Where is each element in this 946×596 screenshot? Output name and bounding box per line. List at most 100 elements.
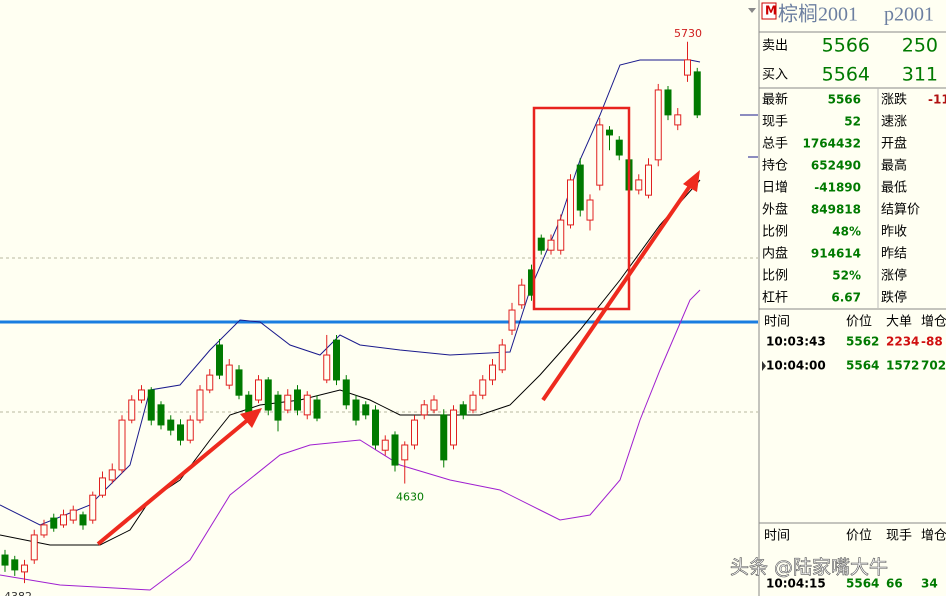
candle-body [128, 399, 136, 421]
col-header: 时间 [764, 529, 790, 544]
boll-lower [0, 289, 701, 591]
candle-body [440, 414, 448, 461]
candle-body [245, 394, 253, 413]
candle-body [323, 354, 331, 381]
col-header: 现手 [886, 529, 912, 544]
field-label: 外盘 [762, 202, 788, 218]
field-value: 5566 [828, 93, 861, 107]
arrowhead [683, 170, 700, 192]
candle-body [89, 494, 97, 521]
candle-body [430, 399, 438, 411]
field-label: 日增 [762, 181, 788, 196]
candle-body [186, 419, 194, 441]
field-value: 48% [832, 225, 861, 239]
candle-body [196, 389, 204, 421]
field-label: 昨收 [881, 225, 907, 240]
candle-body [381, 439, 389, 451]
candle-body [567, 179, 574, 226]
field-label: 最高 [881, 158, 907, 174]
col-header: 价位 [846, 529, 872, 544]
candle-body [498, 344, 506, 371]
field-value: 1764432 [803, 137, 861, 151]
candle-body [450, 409, 457, 446]
dropdown-icon[interactable] [748, 8, 756, 13]
col-header: 时间 [764, 315, 790, 330]
highlight-box [532, 106, 631, 311]
side-label: 卖出 [762, 39, 788, 54]
field-label: 最低 [881, 181, 907, 196]
candle-body [576, 164, 584, 211]
candle-body [333, 339, 340, 381]
side-volume: 311 [902, 64, 938, 86]
candle-body [479, 379, 487, 396]
candle-body [294, 389, 301, 411]
side-volume: 250 [902, 35, 938, 57]
quote-panel [759, 0, 946, 596]
field-value: 652490 [811, 159, 861, 173]
cell: 5564 [846, 577, 879, 591]
candle-body [411, 419, 418, 446]
col-header: 增仓 [921, 529, 946, 544]
arrowhead [240, 408, 262, 428]
candle-body [469, 394, 477, 411]
field-label: 比例 [762, 269, 788, 284]
watermark: 头条 @陆家嘴大牛 [730, 557, 888, 579]
candle-body [60, 514, 67, 526]
chart-bg [0, 0, 758, 596]
field-label: 现手 [762, 115, 788, 130]
price-label: 5730 [674, 27, 702, 40]
side-price: 5566 [822, 35, 870, 57]
candle-body [362, 404, 370, 416]
field-label: 结算价 [881, 203, 920, 218]
candle-body [11, 559, 19, 571]
field-value: 52% [832, 269, 861, 283]
candle-body [342, 379, 350, 406]
candle-body [99, 477, 106, 496]
cell: 10:04:00 [766, 359, 826, 373]
cell: 2234 [886, 335, 919, 349]
cell: 66 [886, 577, 903, 591]
field-label: 速涨 [881, 115, 907, 130]
arrow [541, 181, 694, 402]
flag: M [765, 4, 777, 18]
cell: 10:03:43 [766, 335, 826, 349]
candle-body [69, 509, 77, 521]
field-label: 昨结 [881, 247, 907, 262]
candle-body [21, 564, 28, 573]
row-marker [762, 361, 766, 371]
col-header: 大单 [886, 315, 912, 330]
candle-body [138, 389, 145, 401]
candle-body [586, 199, 594, 221]
cell: 1572 [886, 359, 919, 373]
candle-body [420, 404, 428, 416]
candle-body [664, 89, 672, 116]
field-label: 开盘 [881, 136, 907, 152]
price-label: 4630 [396, 491, 424, 504]
col-header: 价位 [846, 315, 872, 330]
candle-body [225, 364, 233, 386]
candle-body [537, 237, 545, 251]
cell: 34 [921, 577, 938, 591]
field-label: 总手 [762, 137, 788, 152]
boll-mid [0, 179, 701, 546]
candle-body [606, 129, 613, 136]
candle-body [118, 419, 126, 471]
name: 棕榈2001 [778, 3, 858, 26]
candle-body [255, 379, 262, 401]
candle-body [235, 369, 243, 396]
candle-body [489, 364, 496, 381]
field-label: 比例 [762, 225, 788, 240]
field-label: 最新 [762, 92, 788, 108]
field-value: -11 [928, 93, 946, 107]
candle-body [30, 534, 38, 561]
candle-body [674, 114, 682, 126]
candle-body [401, 444, 409, 461]
candle-body [1, 554, 9, 566]
candle-body [274, 394, 282, 421]
candle-body [459, 404, 467, 416]
candle-body [547, 239, 555, 251]
price-label: 4382 [4, 590, 32, 596]
candle-body [157, 404, 165, 426]
candle-body [40, 524, 48, 536]
